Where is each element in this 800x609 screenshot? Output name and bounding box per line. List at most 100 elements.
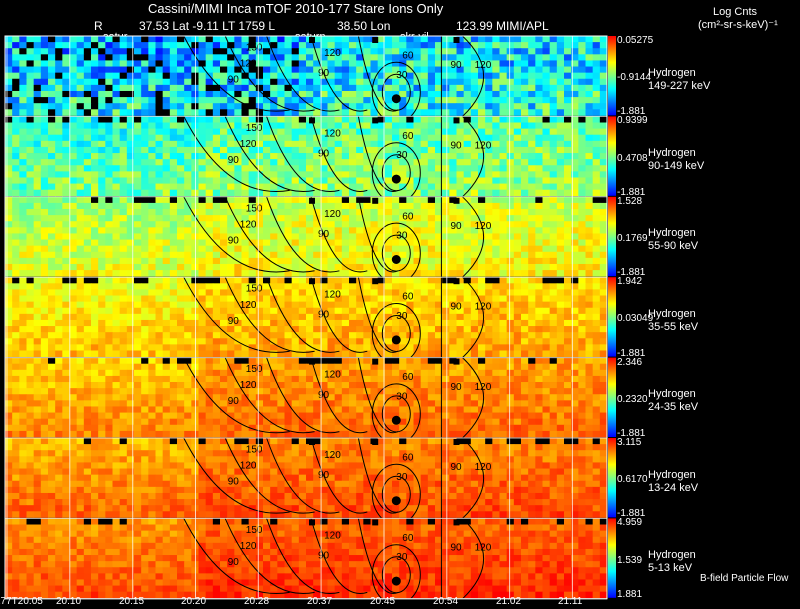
energy-label: 90-149 keV bbox=[648, 160, 705, 172]
contour-label: 30 bbox=[396, 311, 408, 322]
panel-label: Hydrogen 35-55 keV bbox=[648, 308, 698, 334]
x-tick-label: 20:37 bbox=[307, 596, 333, 607]
panel-7 bbox=[5, 518, 608, 599]
contour-label: 90 bbox=[451, 382, 463, 393]
colorbar-max-value: 2.346 bbox=[617, 357, 643, 368]
species-label: Hydrogen bbox=[648, 469, 696, 481]
contour-label: 120 bbox=[240, 541, 257, 552]
x-tick-label: 21:11 bbox=[558, 596, 583, 607]
species-label: Hydrogen bbox=[648, 549, 696, 561]
contour-label: 150 bbox=[246, 445, 263, 456]
lon-label: 38.50 Lon bbox=[337, 19, 391, 33]
r-label: R bbox=[94, 19, 103, 33]
contour-label: 90 bbox=[318, 551, 330, 562]
species-label: Hydrogen bbox=[648, 67, 696, 79]
contour-label: 150 bbox=[246, 364, 263, 375]
panel-3 bbox=[5, 196, 608, 277]
contour-label: 90 bbox=[451, 141, 463, 152]
colorbar-min-value: 1.881 bbox=[617, 589, 643, 600]
contour-label: 90 bbox=[228, 477, 240, 488]
species-label: Hydrogen bbox=[648, 388, 696, 400]
contour-label: 120 bbox=[475, 60, 492, 71]
x-tick-label: 20:10 bbox=[56, 596, 82, 607]
energy-label: 5-13 keV bbox=[648, 562, 693, 574]
contour-label: 90 bbox=[228, 75, 240, 86]
contour-label: 90 bbox=[318, 309, 330, 320]
colorbar-max-value: 3.115 bbox=[617, 437, 642, 448]
colorbar-min-value: -1.881 bbox=[617, 348, 646, 359]
contour-label: 90 bbox=[228, 235, 240, 246]
panel-label: Hydrogen 24-35 keV bbox=[648, 388, 698, 414]
colorbar-min-value: -1.881 bbox=[617, 508, 646, 519]
x-tick-label: 20:28 bbox=[244, 596, 270, 607]
contour-label: 30 bbox=[396, 231, 408, 242]
contour-label: 120 bbox=[240, 300, 257, 311]
colorbar-1 bbox=[608, 36, 616, 116]
contour-label: 120 bbox=[475, 301, 492, 312]
contour-label: 120 bbox=[324, 289, 341, 300]
colorbar-5 bbox=[608, 357, 616, 437]
contour-label: 120 bbox=[240, 219, 257, 230]
contour-label: 120 bbox=[475, 141, 492, 152]
panel-5 bbox=[5, 357, 608, 438]
contour-label: 120 bbox=[475, 543, 492, 554]
contour-label: 90 bbox=[451, 301, 463, 312]
contour-label: 30 bbox=[396, 70, 408, 81]
x-tick-label: 20:15 bbox=[119, 596, 145, 607]
panel-1 bbox=[5, 36, 608, 116]
contours-panel-4 bbox=[183, 276, 484, 364]
panel-2 bbox=[5, 116, 608, 197]
colorbar-max-value: 4.959 bbox=[617, 517, 643, 528]
units-subtitle: (cm²-sr-s-keV)⁻¹ bbox=[698, 19, 778, 31]
contour-label: 120 bbox=[324, 450, 341, 461]
contour-label: 90 bbox=[451, 221, 463, 232]
colorbar-mid-value: 0.6170 bbox=[617, 474, 648, 485]
chart-title: Cassini/MIMI Inca mTOF 2010-177 Stare Io… bbox=[148, 1, 444, 16]
contour-label: 90 bbox=[228, 557, 240, 568]
contour-label: 150 bbox=[246, 525, 263, 536]
contour-label: 90 bbox=[318, 390, 330, 401]
contours-panel-7 bbox=[183, 518, 484, 606]
contour-label: 120 bbox=[240, 380, 257, 391]
contour-label: 120 bbox=[240, 59, 257, 70]
contour-label: 60 bbox=[402, 372, 414, 383]
colorbar-min-value: -1.881 bbox=[617, 428, 646, 439]
position-line: 37.53 Lat -9.11 LT 1759 L bbox=[139, 19, 276, 33]
panel-label: Hydrogen 55-90 keV bbox=[648, 227, 698, 253]
colorbar-mid-value: 0.1769 bbox=[617, 233, 648, 244]
panel-label: Hydrogen 149-227 keV bbox=[648, 67, 710, 93]
energy-label: 149-227 keV bbox=[648, 80, 711, 92]
contour-label: 60 bbox=[402, 533, 414, 544]
contour-label: 60 bbox=[402, 51, 414, 62]
contour-label: 150 bbox=[246, 284, 263, 295]
contour-label: 120 bbox=[475, 221, 492, 232]
colorbar-4 bbox=[608, 277, 616, 357]
contour-label: 150 bbox=[246, 123, 263, 134]
colorbar-max-value: 1.528 bbox=[617, 196, 643, 207]
contour-label: 90 bbox=[318, 68, 330, 79]
contour-label: 60 bbox=[402, 292, 414, 303]
panel-label: Hydrogen 5-13 keV bbox=[648, 549, 696, 575]
contour-label: 120 bbox=[324, 129, 341, 140]
energy-label: 35-55 keV bbox=[648, 321, 699, 333]
contours-panel-3 bbox=[183, 196, 484, 284]
colorbar-2 bbox=[608, 116, 616, 196]
colorbar-max-value: 1.942 bbox=[617, 276, 643, 287]
colorbar-mid-value: 1.539 bbox=[617, 555, 643, 566]
contour-label: 90 bbox=[318, 229, 330, 240]
colorbar-min-value: -1.881 bbox=[617, 106, 646, 117]
contour-label: 120 bbox=[324, 48, 341, 59]
contour-label: 150 bbox=[246, 203, 263, 214]
contour-label: 90 bbox=[228, 316, 240, 327]
energy-label: 55-90 keV bbox=[648, 240, 699, 252]
panel-label: Hydrogen 90-149 keV bbox=[648, 147, 704, 173]
contour-label: 120 bbox=[324, 370, 341, 381]
contour-label: 90 bbox=[318, 149, 330, 160]
colorbar-mid-value: 0.4708 bbox=[617, 153, 648, 164]
energy-label: 13-24 keV bbox=[648, 482, 699, 494]
x-tick-label: 20:45 bbox=[370, 596, 396, 607]
contour-label: 30 bbox=[396, 391, 408, 402]
contour-label: 90 bbox=[451, 543, 463, 554]
contour-label: 60 bbox=[402, 131, 414, 142]
